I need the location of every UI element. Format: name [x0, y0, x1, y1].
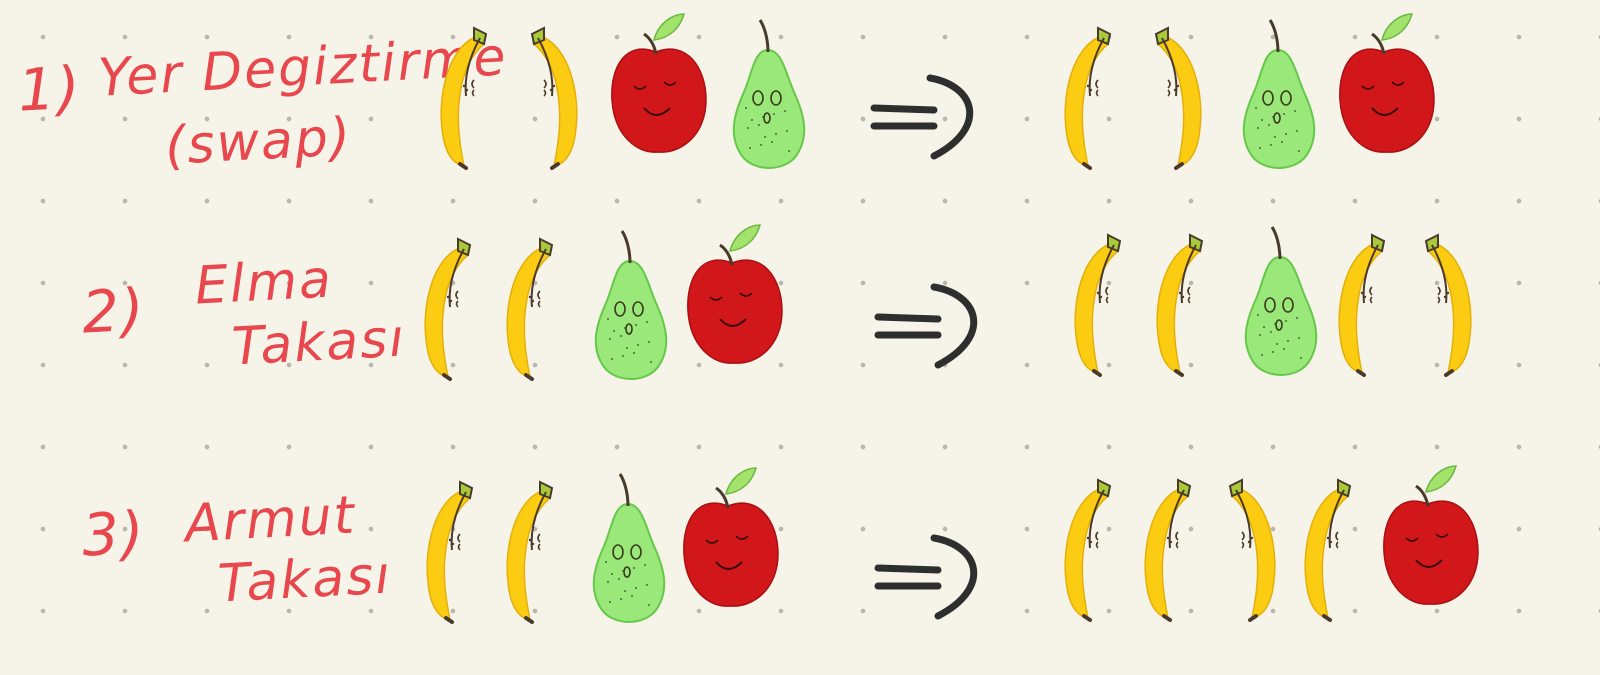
banana-icon [1304, 478, 1352, 622]
banana-icon [1144, 478, 1192, 622]
banana-mirrored-icon [1228, 478, 1276, 622]
banana-icon [1338, 233, 1386, 377]
banana-icon [426, 480, 474, 624]
banana-icon [424, 237, 472, 381]
swap-row-2: 2) Elma Takası [0, 215, 1600, 430]
banana-mirrored-icon [530, 26, 578, 170]
fruit-sequence [426, 465, 1479, 624]
banana-icon [506, 480, 554, 624]
banana-icon [1156, 233, 1204, 377]
swap-row-3: 3) Armut Takası [0, 440, 1600, 655]
double-arrow-icon [870, 74, 974, 160]
banana-icon [1064, 478, 1112, 622]
pear-icon [594, 230, 668, 380]
banana-mirrored-icon [1424, 233, 1472, 377]
apple-icon [683, 467, 779, 607]
swap-row-1: 1) Yer Degiztirme (swap) [0, 0, 1600, 215]
banana-icon [440, 26, 488, 170]
apple-icon [687, 224, 783, 364]
banana-icon [506, 237, 554, 381]
double-arrow-icon [874, 534, 978, 620]
banana-icon [1064, 26, 1112, 170]
fruit-sequence [424, 224, 1472, 381]
pear-icon [592, 473, 666, 623]
pear-icon [1244, 226, 1318, 376]
fruit-sequence [440, 13, 1435, 170]
apple-icon [611, 13, 707, 153]
pear-icon [1242, 19, 1316, 169]
pear-icon [732, 19, 806, 169]
double-arrow-icon [874, 283, 978, 369]
apple-icon [1383, 465, 1479, 605]
apple-icon [1339, 13, 1435, 153]
banana-icon [1074, 233, 1122, 377]
banana-mirrored-icon [1154, 26, 1202, 170]
